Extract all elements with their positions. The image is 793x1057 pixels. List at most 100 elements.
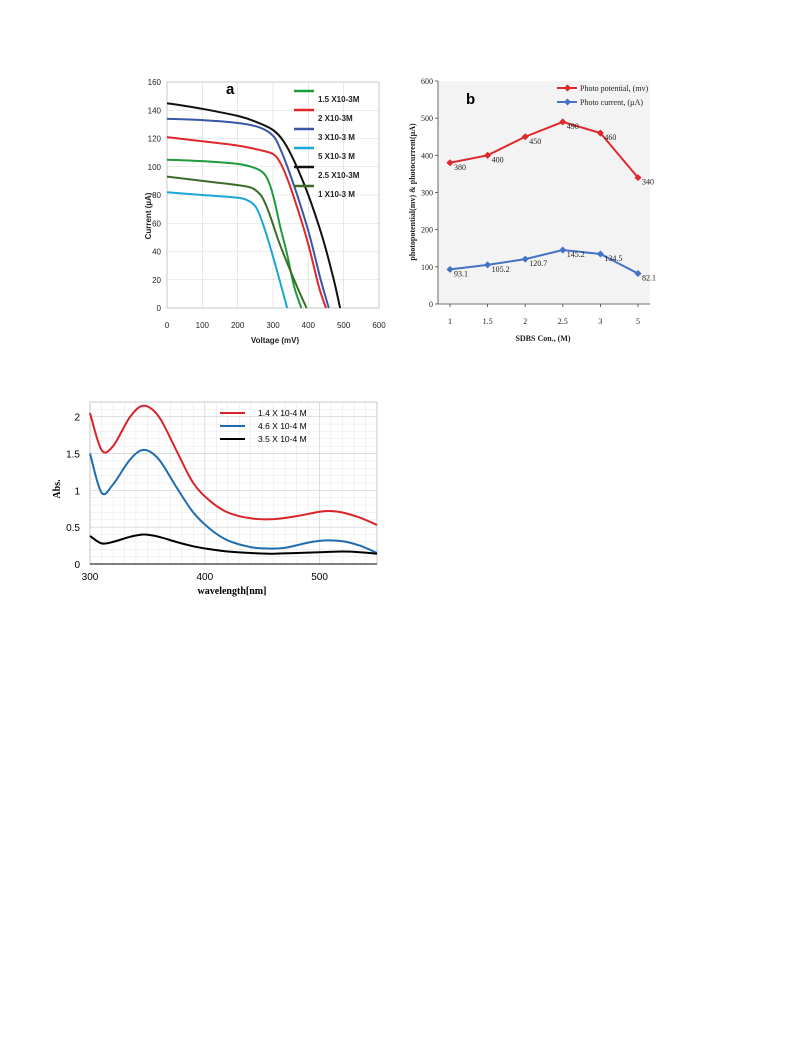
x-axis-label: wavelength[nm] (198, 586, 267, 597)
x-tick-label: 600 (372, 321, 386, 330)
x-tick-label: 500 (337, 321, 351, 330)
series-lines (166, 102, 342, 309)
data-label: 145.2 (567, 250, 585, 259)
x-tick-label: 2.5 (558, 317, 568, 326)
y-tick-label: 80 (152, 191, 161, 200)
x-tick-label: 100 (196, 321, 210, 330)
x-tick-label: 1.5 (483, 317, 493, 326)
y-tick-label: 0 (74, 560, 80, 571)
legend-marker (563, 84, 572, 92)
y-tick-label: 40 (152, 248, 161, 257)
series-line (166, 117, 330, 309)
data-point (484, 151, 492, 159)
series-line (89, 533, 378, 555)
plot-background (438, 81, 650, 304)
data-point (484, 261, 492, 269)
series-lines: 380 400 450 490 460 340 93.1 105.2 120.7 145.2 134… (446, 118, 656, 282)
iv-curve-chart: 0 20 40 60 80 100 120 140 160 0 100 200 300 400 500 600… (144, 78, 387, 345)
data-label: 82.1 (642, 273, 656, 282)
y-tick-label: 0 (429, 300, 433, 309)
series-line (166, 158, 303, 309)
series-line (89, 404, 378, 526)
x-tick-label: 5 (636, 317, 640, 326)
absorbance-chart: 0 0.5 1 1.5 2 300 400 500 1.4 X 10-4 M 4.6 X 10-… (52, 401, 378, 597)
tick-labels: 0 100 200 300 400 500 600 1 1.5 2 2.5 3 5 (421, 77, 640, 326)
axes (166, 81, 380, 309)
legend-label: 4.6 X 10-4 M (258, 421, 307, 431)
data-point (634, 269, 642, 278)
data-label: 460 (604, 133, 616, 142)
y-tick-label: 1.5 (66, 450, 80, 461)
data-label: 134.5 (604, 254, 622, 263)
legend-label: Photo current, (µA) (580, 98, 643, 107)
x-tick-label: 2 (523, 317, 527, 326)
legend-label: 1 X10-3 M (318, 190, 355, 199)
panel-label: a (226, 81, 235, 98)
x-tick-label: 400 (302, 321, 316, 330)
y-tick-label: 200 (421, 226, 433, 235)
data-label: 93.1 (454, 269, 468, 278)
x-tick-label: 500 (311, 572, 328, 583)
data-point (446, 159, 454, 167)
x-tick-label: 0 (165, 321, 170, 330)
legend: 1.4 X 10-4 M 4.6 X 10-4 M 3.5 X 10-4 M (220, 408, 307, 444)
y-axis-label: Current (µA) (144, 192, 153, 239)
y-axis-label: Abs. (52, 479, 63, 499)
x-axis-label: Voltage (mV) (251, 336, 300, 345)
legend-label: 3.5 X 10-4 M (258, 434, 307, 444)
tick-labels: 0 0.5 1 1.5 2 300 400 500 (66, 413, 328, 583)
legend-label: 2.5 X10-3M (318, 171, 360, 180)
legend-label: 1.4 X 10-4 M (258, 408, 307, 418)
series-line (166, 191, 289, 309)
data-label: 490 (567, 122, 579, 131)
y-axis-label: photopotential(mv) & photocurrent(µA) (408, 123, 417, 261)
x-tick-label: 200 (231, 321, 245, 330)
data-point (521, 133, 529, 141)
y-tick-label: 500 (421, 114, 433, 123)
y-tick-label: 100 (148, 163, 162, 172)
legend-marker (563, 98, 572, 106)
legend-label: 3 X10-3 M (318, 133, 355, 142)
y-tick-label: 0.5 (66, 523, 80, 534)
x-tick-label: 300 (266, 321, 280, 330)
series-line (449, 120, 639, 179)
panel-label: b (466, 91, 475, 108)
data-point (559, 246, 567, 254)
data-label: 120.7 (529, 259, 547, 268)
x-tick-label: 1 (448, 317, 452, 326)
y-tick-label: 20 (152, 276, 161, 285)
x-tick-label: 3 (598, 317, 602, 326)
y-tick-label: 140 (148, 106, 162, 115)
x-tick-label: 400 (196, 572, 213, 583)
series-line (166, 136, 327, 309)
y-tick-label: 120 (148, 135, 162, 144)
series-line (166, 175, 308, 309)
x-tick-label: 300 (82, 572, 99, 583)
axes (435, 80, 650, 307)
axes (89, 401, 378, 565)
y-tick-label: 2 (74, 413, 80, 424)
y-tick-label: 1 (74, 486, 80, 497)
data-label: 380 (454, 163, 466, 172)
data-point (446, 265, 454, 273)
y-tick-label: 100 (421, 263, 433, 272)
y-tick-label: 400 (421, 151, 433, 160)
grid (89, 401, 378, 565)
y-tick-label: 160 (148, 78, 162, 87)
x-axis-label: SDBS Con., (M) (515, 334, 570, 343)
legend: Photo potential, (mv) Photo current, (µA) (557, 84, 649, 107)
data-label: 340 (642, 178, 654, 187)
legend-label: 2 X10-3M (318, 114, 353, 123)
sdbs-concentration-chart: 0 100 200 300 400 500 600 1 1.5 2 2.5 3 5 380 400 450 4… (408, 77, 656, 343)
y-tick-label: 600 (421, 77, 433, 86)
tick-labels: 0 20 40 60 80 100 120 140 160 0 100 200 300 400 500 600 (148, 78, 387, 330)
y-tick-label: 300 (421, 189, 433, 198)
series-line (89, 448, 378, 554)
legend-label: 1.5 X10-3M (318, 95, 360, 104)
y-tick-label: 60 (152, 219, 161, 228)
legend: 1.5 X10-3M 2 X10-3M 3 X10-3 M 5 X10-3 M 2.5 … (294, 89, 360, 199)
series-line (449, 249, 639, 275)
series-line (166, 102, 342, 309)
data-label: 450 (529, 137, 541, 146)
data-point (634, 174, 642, 182)
